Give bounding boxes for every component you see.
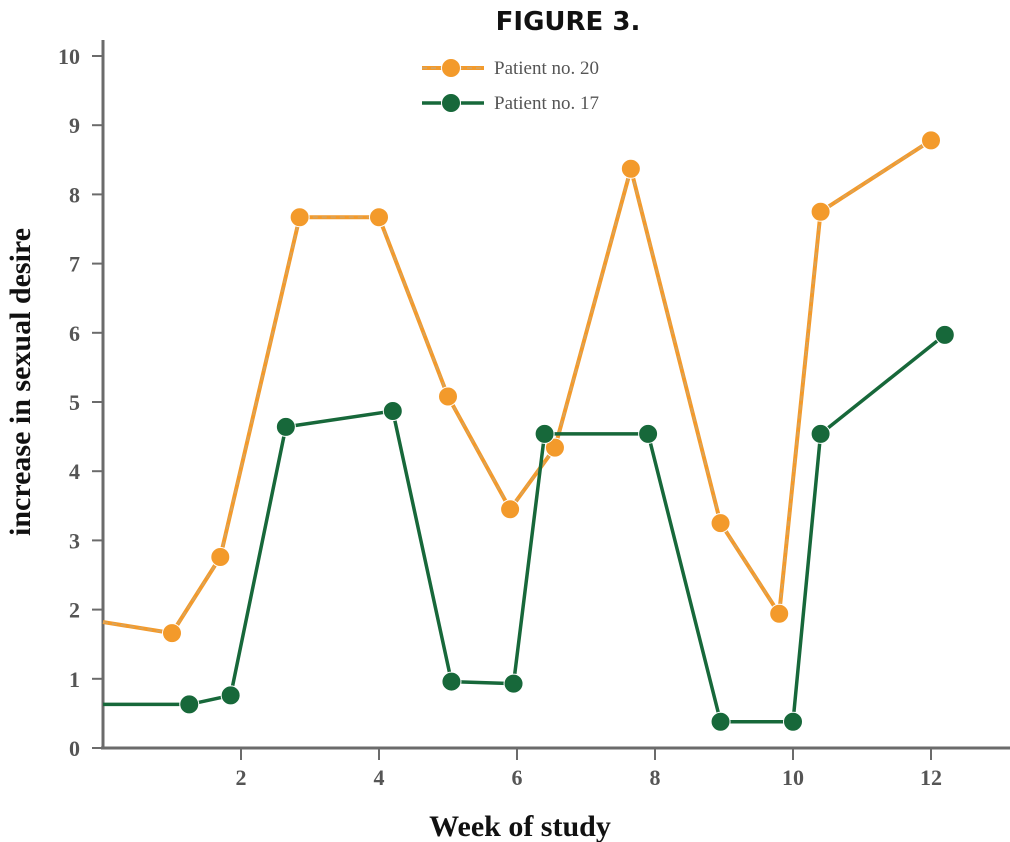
series-line	[103, 333, 946, 724]
y-tick-label: 6	[69, 321, 80, 346]
x-tick-label: 12	[920, 765, 942, 790]
y-tick-label: 1	[69, 667, 80, 692]
x-tick-label: 2	[236, 765, 247, 790]
data-point	[769, 603, 790, 624]
data-point	[369, 207, 389, 228]
y-tick-label: 2	[69, 598, 80, 623]
data-point	[220, 685, 241, 706]
y-tick-label: 9	[69, 113, 80, 138]
data-point	[441, 671, 462, 692]
legend: Patient no. 20 Patient no. 17	[422, 58, 599, 114]
x-axis-label: Week of study	[429, 810, 611, 842]
data-point	[275, 416, 296, 437]
data-point	[934, 324, 955, 345]
data-point	[710, 513, 731, 534]
data-point	[210, 547, 231, 568]
data-point	[162, 623, 182, 644]
series-layer	[102, 130, 955, 732]
y-tick-label: 7	[69, 252, 80, 277]
data-point	[620, 158, 641, 179]
data-point	[179, 694, 200, 715]
y-tick-label: 3	[69, 528, 80, 553]
y-tick-label: 4	[69, 459, 80, 484]
data-point	[810, 201, 831, 222]
data-point	[783, 711, 803, 732]
data-point	[438, 386, 458, 407]
series-1	[102, 130, 941, 644]
data-point	[710, 711, 731, 732]
y-tick-label: 10	[58, 44, 80, 69]
x-ticks: 2 4 6 8 10 12	[236, 748, 942, 790]
legend-marker	[441, 93, 461, 113]
data-point	[500, 499, 521, 520]
data-point	[638, 423, 659, 444]
chart-title: FIGURE 3.	[496, 7, 641, 37]
series-2	[103, 324, 955, 732]
data-point	[289, 207, 310, 228]
y-tick-label: 8	[69, 182, 80, 207]
data-point	[544, 437, 565, 458]
y-tick-label: 5	[69, 390, 80, 415]
data-point	[810, 423, 831, 444]
legend-label: Patient no. 20	[494, 58, 599, 79]
x-tick-label: 4	[374, 765, 385, 790]
x-tick-label: 6	[512, 765, 523, 790]
data-point	[503, 673, 524, 694]
axes	[101, 40, 1010, 750]
legend-label: Patient no. 17	[494, 93, 599, 114]
x-tick-label: 10	[782, 765, 804, 790]
y-ticks: 0 1 2 3 4 5 6 7 8 9 10	[58, 44, 103, 761]
y-axis-label: increase in sexual desire	[4, 228, 37, 536]
x-tick-label: 8	[650, 765, 661, 790]
legend-marker	[441, 58, 461, 78]
data-point	[382, 400, 403, 421]
y-tick-label: 0	[69, 736, 80, 761]
data-point	[534, 423, 555, 444]
data-point	[921, 130, 941, 151]
